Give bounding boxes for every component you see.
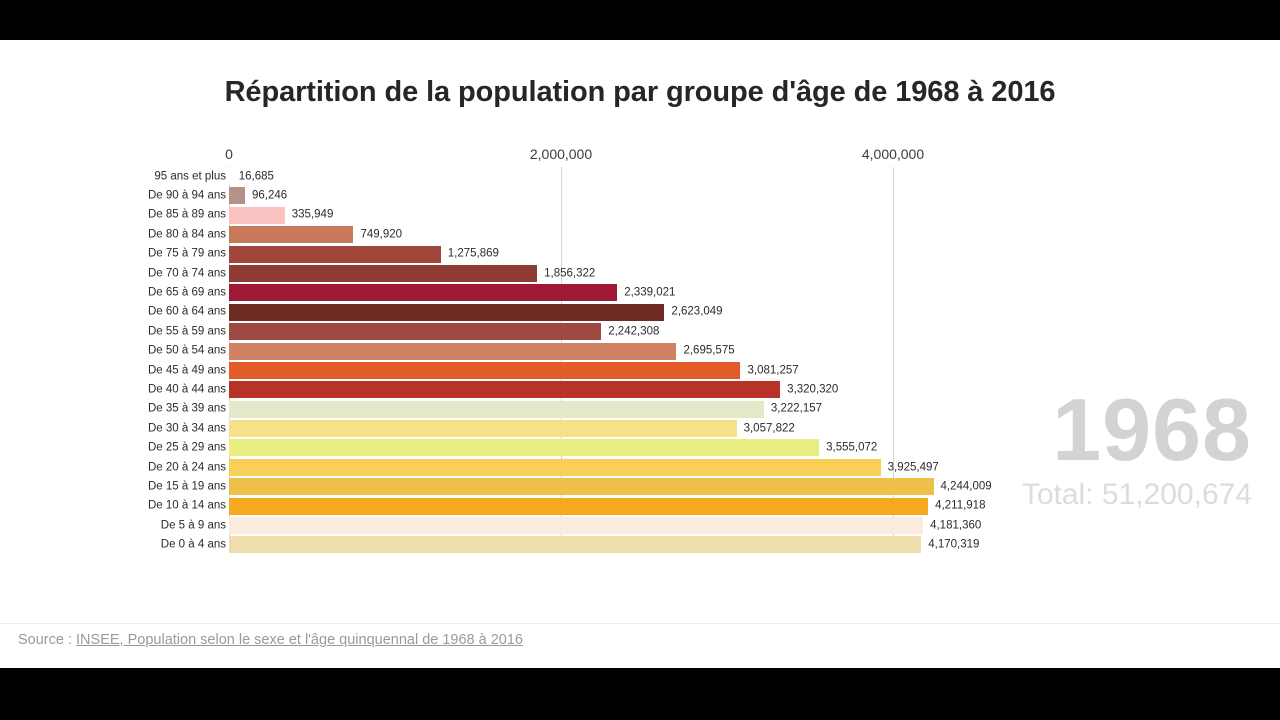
chart-canvas: Répartition de la population par groupe … <box>0 40 1280 668</box>
bar-row[interactable]: De 55 à 59 ans 2,242,308 <box>0 322 1280 341</box>
bar-row[interactable]: De 40 à 44 ans 3,320,320 <box>0 380 1280 399</box>
source-link[interactable]: INSEE, Population selon le sexe et l'âge… <box>76 632 523 648</box>
bar[interactable] <box>229 187 245 205</box>
total-label: Total: 51,200,674 <box>1021 477 1252 511</box>
bar-category-label: De 50 à 54 ans <box>147 344 226 357</box>
bar-row[interactable]: De 60 à 64 ans 2,623,049 <box>0 303 1280 322</box>
page-title: Répartition de la population par groupe … <box>224 76 1056 108</box>
bar-category-label: De 15 à 19 ans <box>147 480 226 493</box>
bar-row[interactable]: De 90 à 94 ans 96,246 <box>0 186 1280 205</box>
bar-value-label: 1,275,869 <box>447 247 499 260</box>
plot-area: 0 2,000,000 4,000,000 95 ans et plus 16,685… <box>0 40 1280 560</box>
bar-value-label: 3,555,072 <box>826 441 878 454</box>
bar-value-label: 3,222,157 <box>770 402 823 415</box>
bar-category-label: De 75 à 79 ans <box>147 247 226 260</box>
bar-row[interactable]: De 65 à 69 ans 2,339,021 <box>0 283 1280 302</box>
bar-category-label: De 0 à 4 ans <box>160 538 226 551</box>
bar-category-label: De 45 à 49 ans <box>147 363 226 376</box>
bar-category-label: De 35 à 39 ans <box>147 402 226 415</box>
bar-category-label: De 90 à 94 ans <box>147 189 226 202</box>
divider <box>0 623 1280 624</box>
bar-row[interactable]: De 20 à 24 ans 3,925,497 <box>0 458 1280 477</box>
letterbox-top <box>0 0 1280 40</box>
bar-row[interactable]: De 5 à 9 ans 4,181,360 <box>0 516 1280 535</box>
bar-category-label: 95 ans et plus <box>154 169 226 182</box>
bar[interactable] <box>229 168 232 185</box>
bar[interactable] <box>229 303 665 321</box>
bar-value-label: 4,170,319 <box>928 538 980 551</box>
bar-value-label: 3,081,257 <box>747 363 799 376</box>
bar-value-label: 2,339,021 <box>624 286 676 299</box>
bar-category-label: De 65 à 69 ans <box>147 286 226 299</box>
bar[interactable] <box>229 381 781 399</box>
bar[interactable] <box>229 264 538 282</box>
bar[interactable] <box>229 517 924 535</box>
bar-row[interactable]: De 10 à 14 ans 4,211,918 <box>0 497 1280 516</box>
bar-value-label: 749,920 <box>360 228 403 241</box>
bar-category-label: De 20 à 24 ans <box>147 460 226 473</box>
bar[interactable] <box>229 439 820 457</box>
year-label: 1968 <box>1052 380 1252 479</box>
bar-value-label: 2,242,308 <box>608 325 660 338</box>
bar-row[interactable]: De 75 à 79 ans 1,275,869 <box>0 245 1280 264</box>
bar-value-label: 2,623,049 <box>671 305 723 318</box>
bar[interactable] <box>229 458 881 476</box>
timeline[interactable]: 19681975198219901999200620112016 <box>0 560 1280 640</box>
bar-row[interactable]: De 50 à 54 ans 2,695,575 <box>0 342 1280 361</box>
bar-row[interactable]: De 30 à 34 ans 3,057,822 <box>0 419 1280 438</box>
bar-row[interactable]: De 15 à 19 ans 4,244,009 <box>0 477 1280 496</box>
bar[interactable] <box>229 245 441 263</box>
bar-value-label: 4,181,360 <box>930 518 982 531</box>
bar[interactable] <box>229 206 285 224</box>
bar-value-label: 3,925,497 <box>887 460 939 473</box>
source-prefix: Source : <box>18 632 77 648</box>
bar-category-label: De 55 à 59 ans <box>147 325 226 338</box>
x-axis-tick-label: 4,000,000 <box>861 146 925 162</box>
bar-category-label: De 5 à 9 ans <box>160 518 226 531</box>
year-overlay: 1968 Total: 51,200,674 <box>1021 380 1252 511</box>
bar-value-label: 3,320,320 <box>787 383 839 396</box>
bar-rows: 95 ans et plus 16,685 De 90 à 94 ans 96,246… <box>0 167 1280 555</box>
letterbox-bottom <box>0 668 1280 720</box>
bar-row[interactable]: De 35 à 39 ans 3,222,157 <box>0 400 1280 419</box>
bar-category-label: De 40 à 44 ans <box>147 383 226 396</box>
bar-value-label: 4,244,009 <box>940 480 992 493</box>
bar-category-label: De 30 à 34 ans <box>147 422 226 435</box>
bar-row[interactable]: De 80 à 84 ans 749,920 <box>0 225 1280 244</box>
bar[interactable] <box>229 323 602 341</box>
bar-row[interactable]: De 0 à 4 ans 4,170,319 <box>0 535 1280 554</box>
bar[interactable] <box>229 497 929 515</box>
source-note: Source : INSEE, Population selon le sexe… <box>18 632 523 648</box>
bar-category-label: De 10 à 14 ans <box>147 499 226 512</box>
bar[interactable] <box>229 361 741 379</box>
bar-value-label: 335,949 <box>291 208 334 221</box>
gridline <box>893 167 894 552</box>
bar[interactable] <box>229 226 354 244</box>
bar-value-label: 4,211,918 <box>935 499 986 512</box>
bar[interactable] <box>229 536 922 554</box>
bar-value-label: 96,246 <box>251 189 288 202</box>
bar-row[interactable]: De 45 à 49 ans 3,081,257 <box>0 361 1280 380</box>
bar-value-label: 1,856,322 <box>544 266 596 279</box>
bar[interactable] <box>229 400 764 418</box>
bar-category-label: De 80 à 84 ans <box>147 228 226 241</box>
bar[interactable] <box>229 478 934 496</box>
x-axis-tick-label: 2,000,000 <box>529 146 593 162</box>
bar-value-label: 3,057,822 <box>743 422 795 435</box>
bar-category-label: De 70 à 74 ans <box>147 266 226 279</box>
bar[interactable] <box>229 284 618 302</box>
bar[interactable] <box>229 420 737 438</box>
bar-row[interactable]: De 25 à 29 ans 3,555,072 <box>0 438 1280 457</box>
bar-category-label: De 85 à 89 ans <box>147 208 226 221</box>
bar[interactable] <box>229 342 677 360</box>
bar-value-label: 16,685 <box>238 169 274 182</box>
bar-category-label: De 25 à 29 ans <box>147 441 226 454</box>
bar-row[interactable]: De 85 à 89 ans 335,949 <box>0 206 1280 225</box>
bar-category-label: De 60 à 64 ans <box>147 305 226 318</box>
bar-value-label: 2,695,575 <box>683 344 735 357</box>
x-axis-tick-label: 0 <box>225 146 233 162</box>
bar-row[interactable]: 95 ans et plus 16,685 <box>0 167 1280 186</box>
bar-row[interactable]: De 70 à 74 ans 1,856,322 <box>0 264 1280 283</box>
